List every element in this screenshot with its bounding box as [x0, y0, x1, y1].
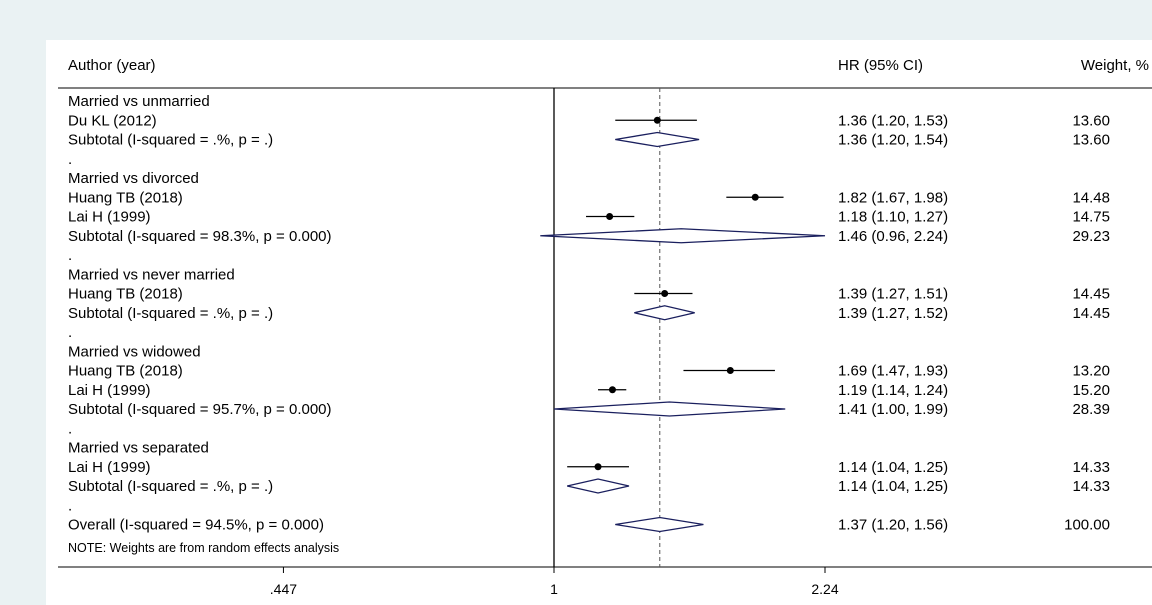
- hr-ci-value: 1.14 (1.04, 1.25): [838, 459, 948, 476]
- hr-ci-value: 1.18 (1.10, 1.27): [838, 209, 948, 226]
- study-label: Lai H (1999): [68, 459, 151, 476]
- point-estimate: [653, 116, 661, 124]
- subtotal-label: Subtotal (I-squared = 95.7%, p = 0.000): [68, 401, 332, 418]
- study-label: Du KL (2012): [68, 112, 157, 129]
- spacer-dot: .: [68, 151, 72, 168]
- hr-ci-value: 1.39 (1.27, 1.52): [838, 305, 948, 322]
- point-estimate: [661, 290, 669, 297]
- subtotal-diamond: [553, 401, 786, 417]
- weight-value: 14.75: [1072, 209, 1110, 226]
- study-label: Huang TB (2018): [68, 286, 183, 303]
- point-estimate: [726, 367, 734, 374]
- hr-ci-value: 1.36 (1.20, 1.53): [838, 112, 948, 129]
- hr-ci-value: 1.41 (1.00, 1.99): [838, 401, 948, 418]
- hr-ci-value: 1.46 (0.96, 2.24): [838, 228, 948, 245]
- hr-ci-value: 1.82 (1.67, 1.98): [838, 189, 948, 206]
- weight-value: 14.33: [1072, 478, 1110, 495]
- header-study: Author (year): [68, 57, 156, 74]
- weight-value: 13.20: [1072, 363, 1110, 380]
- subtotal-diamond: [615, 131, 700, 148]
- group-label: Married vs divorced: [68, 170, 199, 187]
- group-label: Married vs never married: [68, 266, 235, 283]
- weight-value: 14.45: [1072, 305, 1110, 322]
- header-weight: Weight, %: [1081, 57, 1149, 74]
- group-label: Married vs unmarried: [68, 93, 210, 110]
- weight-value: 15.20: [1072, 382, 1110, 399]
- overall-diamond: [615, 516, 704, 533]
- subtotal-diamond: [634, 305, 695, 321]
- study-label: Lai H (1999): [68, 382, 151, 399]
- subtotal-diamond: [567, 478, 630, 494]
- weight-value: 29.23: [1072, 228, 1110, 245]
- subtotal-diamond: [540, 228, 826, 244]
- axis-tick-label: 1: [550, 581, 558, 597]
- axis-tick-label: .447: [270, 581, 297, 597]
- spacer-dot: .: [68, 420, 72, 437]
- subtotal-label: Subtotal (I-squared = 98.3%, p = 0.000): [68, 228, 332, 245]
- hr-ci-value: 1.39 (1.27, 1.51): [838, 286, 948, 303]
- study-label: Lai H (1999): [68, 209, 151, 226]
- overall-label: Overall (I-squared = 94.5%, p = 0.000): [68, 517, 324, 534]
- header-hr: HR (95% CI): [838, 57, 923, 74]
- weights-note: NOTE: Weights are from random effects an…: [68, 541, 339, 555]
- subtotal-label: Subtotal (I-squared = .%, p = .): [68, 305, 273, 322]
- spacer-dot: .: [68, 247, 72, 264]
- hr-ci-value: 1.36 (1.20, 1.54): [838, 132, 948, 149]
- hr-ci-value: 1.69 (1.47, 1.93): [838, 363, 948, 380]
- hr-ci-value: 1.19 (1.14, 1.24): [838, 382, 948, 399]
- study-label: Huang TB (2018): [68, 363, 183, 380]
- point-estimate: [594, 463, 602, 471]
- group-label: Married vs separated: [68, 440, 209, 457]
- study-label: Huang TB (2018): [68, 189, 183, 206]
- weight-value: 13.60: [1072, 112, 1110, 129]
- spacer-dot: .: [68, 324, 72, 341]
- plot-panel: Author (year) HR (95% CI) Weight, % Married…: [46, 40, 1152, 605]
- weight-value: 100.00: [1064, 517, 1110, 534]
- spacer-dot: .: [68, 497, 72, 514]
- subtotal-label: Subtotal (I-squared = .%, p = .): [68, 132, 273, 149]
- weight-value: 14.45: [1072, 286, 1110, 303]
- hr-ci-value: 1.37 (1.20, 1.56): [838, 517, 948, 534]
- weight-value: 13.60: [1072, 132, 1110, 149]
- point-estimate: [606, 213, 614, 220]
- hr-ci-value: 1.14 (1.04, 1.25): [838, 478, 948, 495]
- subtotal-label: Subtotal (I-squared = .%, p = .): [68, 478, 273, 495]
- forest-plot: Author (year) HR (95% CI) Weight, % Married…: [58, 57, 1152, 597]
- axis-tick-label: 2.24: [811, 581, 838, 597]
- point-estimate: [608, 386, 616, 394]
- point-estimate: [751, 193, 759, 201]
- group-label: Married vs widowed: [68, 343, 201, 360]
- weight-value: 28.39: [1072, 401, 1110, 418]
- weight-value: 14.48: [1072, 189, 1110, 206]
- weight-value: 14.33: [1072, 459, 1110, 476]
